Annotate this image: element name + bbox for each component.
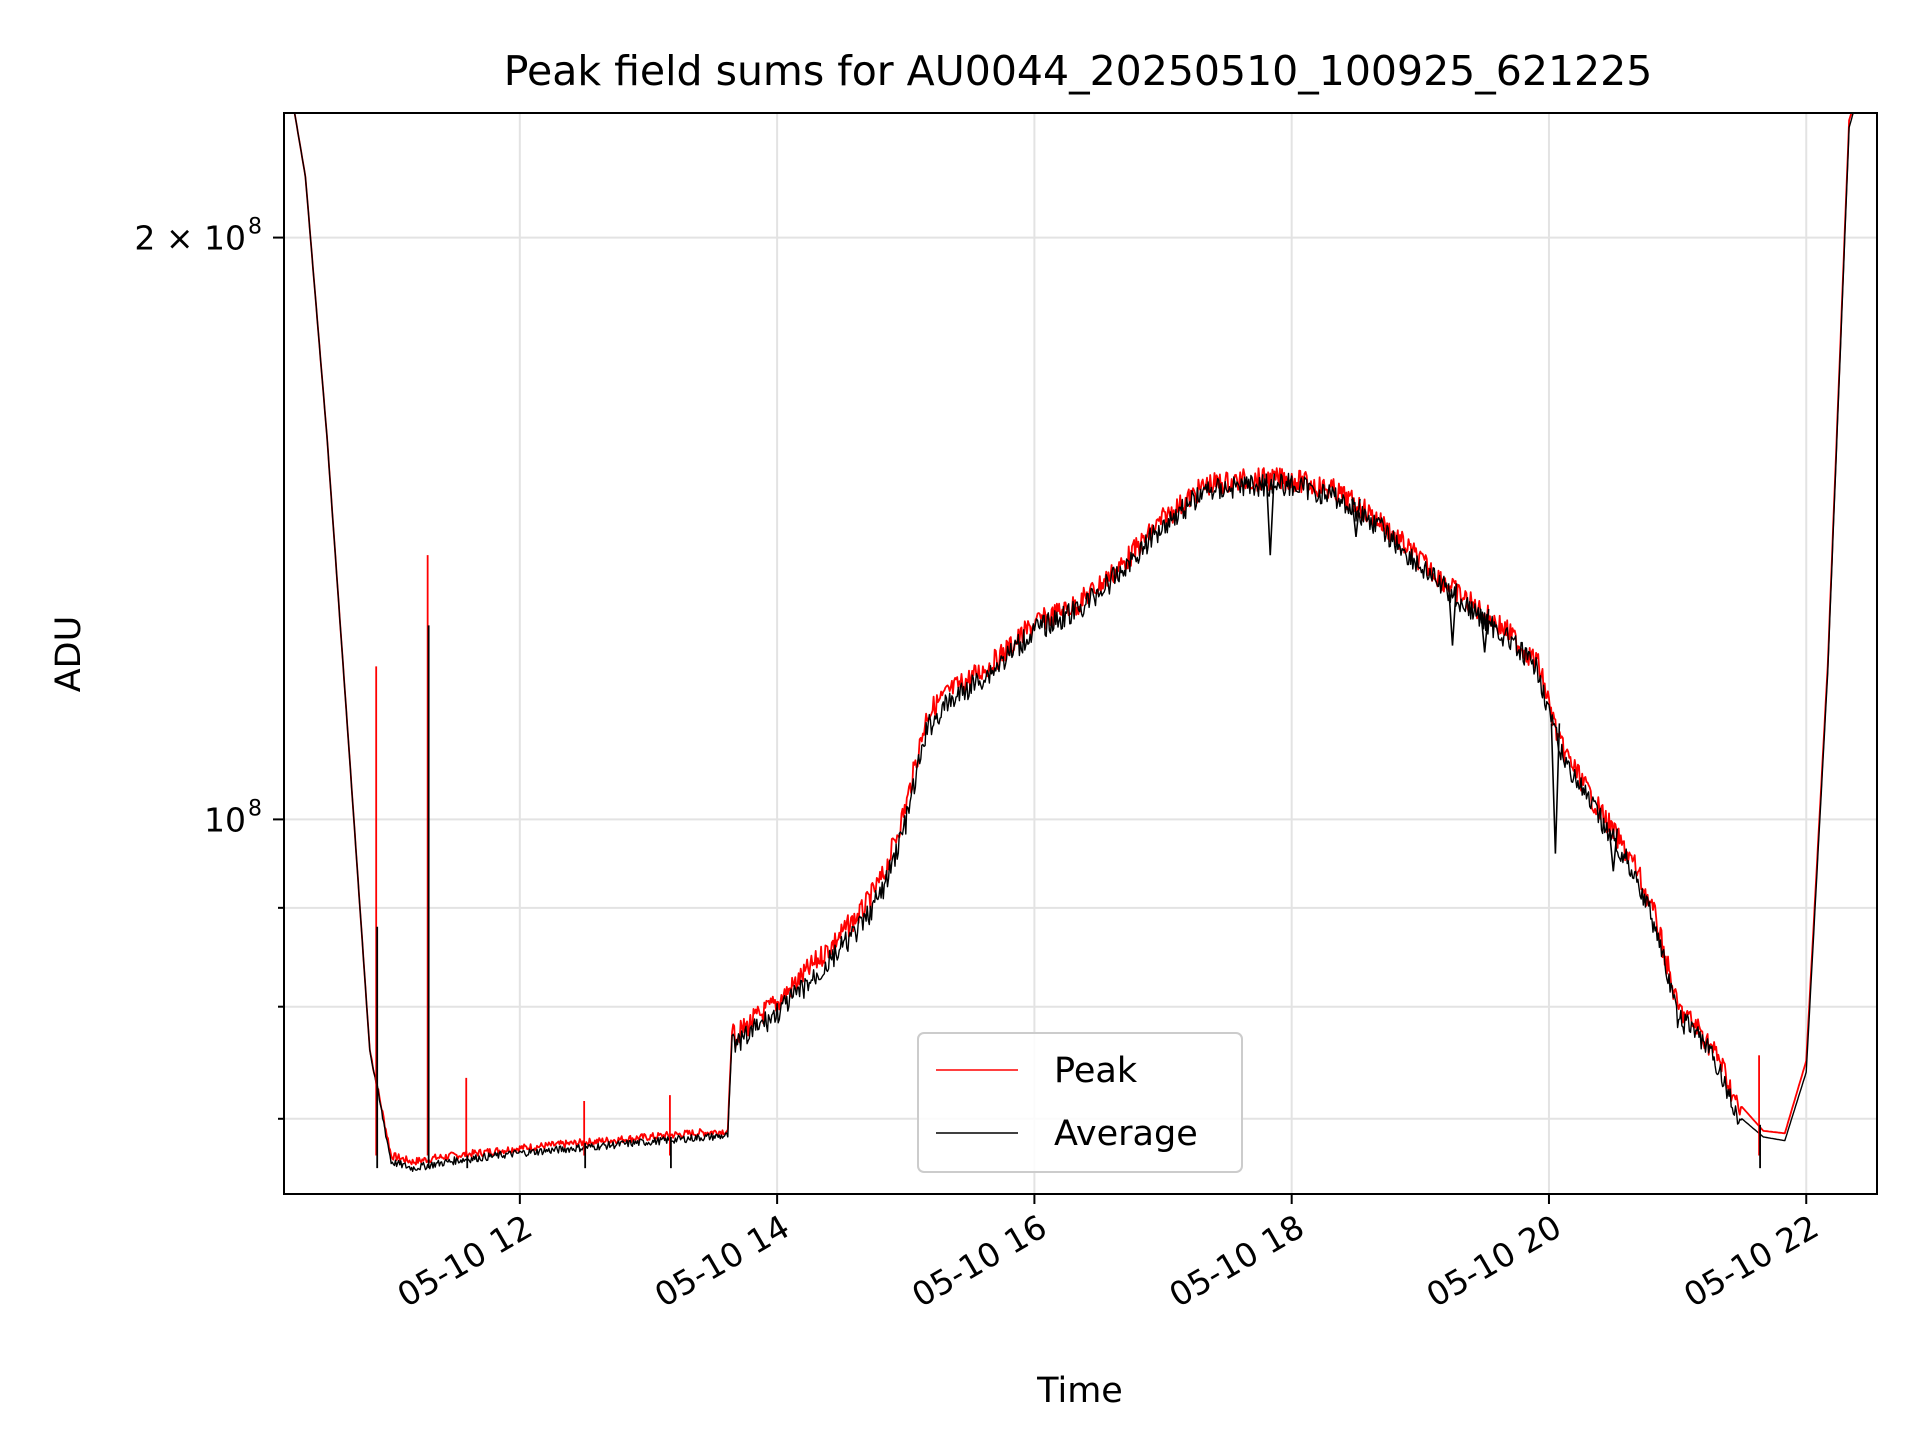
y-tick-base: 2 × 10 — [134, 219, 246, 258]
gridlines — [284, 113, 1877, 1194]
x-axis-label: Time — [1036, 1371, 1123, 1411]
series-layer — [293, 113, 1854, 1172]
y-tick-exponent: 8 — [248, 796, 262, 821]
average-dip — [1265, 473, 1276, 556]
chart-title: Peak field sums for AU0044_20250510_1009… — [504, 47, 1653, 95]
average-dip — [1550, 723, 1561, 854]
y-axis-label: ADU — [49, 616, 89, 693]
legend-average-label: Average — [1054, 1114, 1198, 1154]
legend-box — [917, 1032, 1243, 1173]
y-tick-base: 10 — [204, 800, 246, 839]
y-tick-exponent: 8 — [248, 215, 262, 240]
y-axis: 10 82 × 10 8 — [134, 215, 284, 1120]
legend-peak-label: Peak — [1054, 1051, 1138, 1091]
series-line-peak — [293, 113, 1853, 1166]
average-dip — [1479, 608, 1490, 653]
average-dip — [1447, 583, 1458, 646]
average-dip — [1351, 498, 1361, 538]
average-dip — [1608, 828, 1619, 872]
y-tick-label: 2 × 10 — [134, 219, 246, 258]
plot-frame — [283, 112, 1878, 1195]
series-line-average — [293, 113, 1854, 1172]
legend: Peak Average — [917, 1032, 1243, 1173]
y-tick-label: 10 — [204, 800, 246, 839]
